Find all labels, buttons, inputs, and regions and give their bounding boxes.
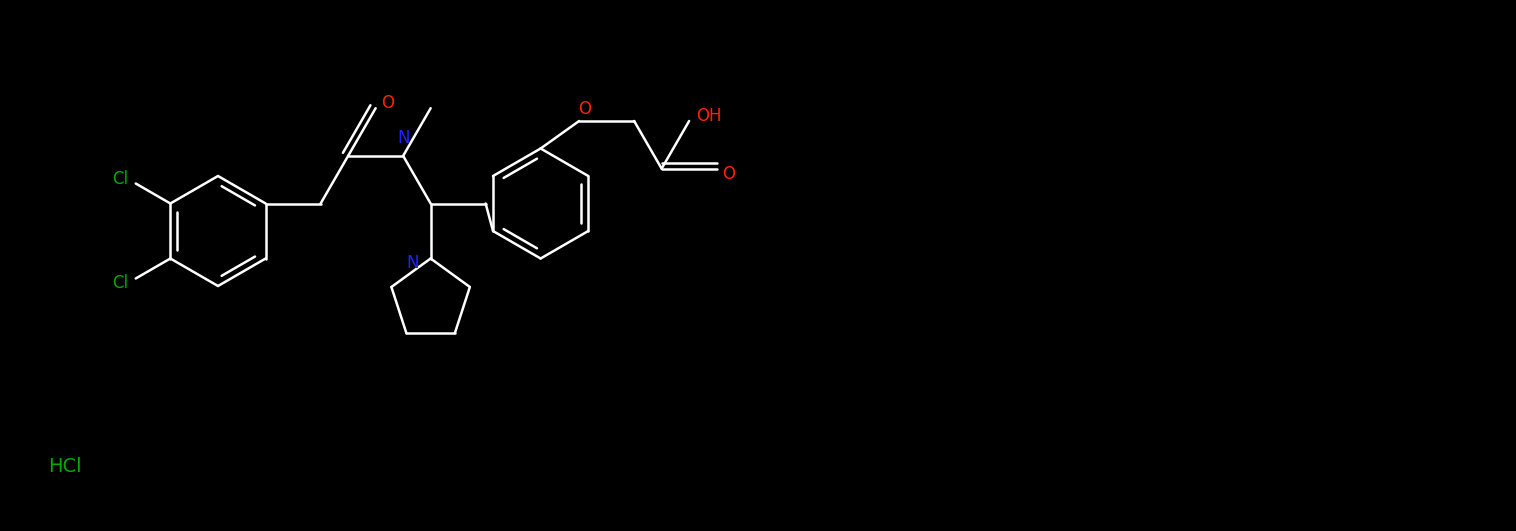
Text: O: O xyxy=(578,100,591,118)
Text: O: O xyxy=(722,165,735,183)
Text: N: N xyxy=(406,254,418,272)
Text: N: N xyxy=(397,129,409,147)
Text: HCl: HCl xyxy=(49,457,82,475)
Text: Cl: Cl xyxy=(112,169,129,187)
Text: Cl: Cl xyxy=(112,275,129,293)
Text: O: O xyxy=(381,94,394,112)
Text: OH: OH xyxy=(696,107,722,125)
